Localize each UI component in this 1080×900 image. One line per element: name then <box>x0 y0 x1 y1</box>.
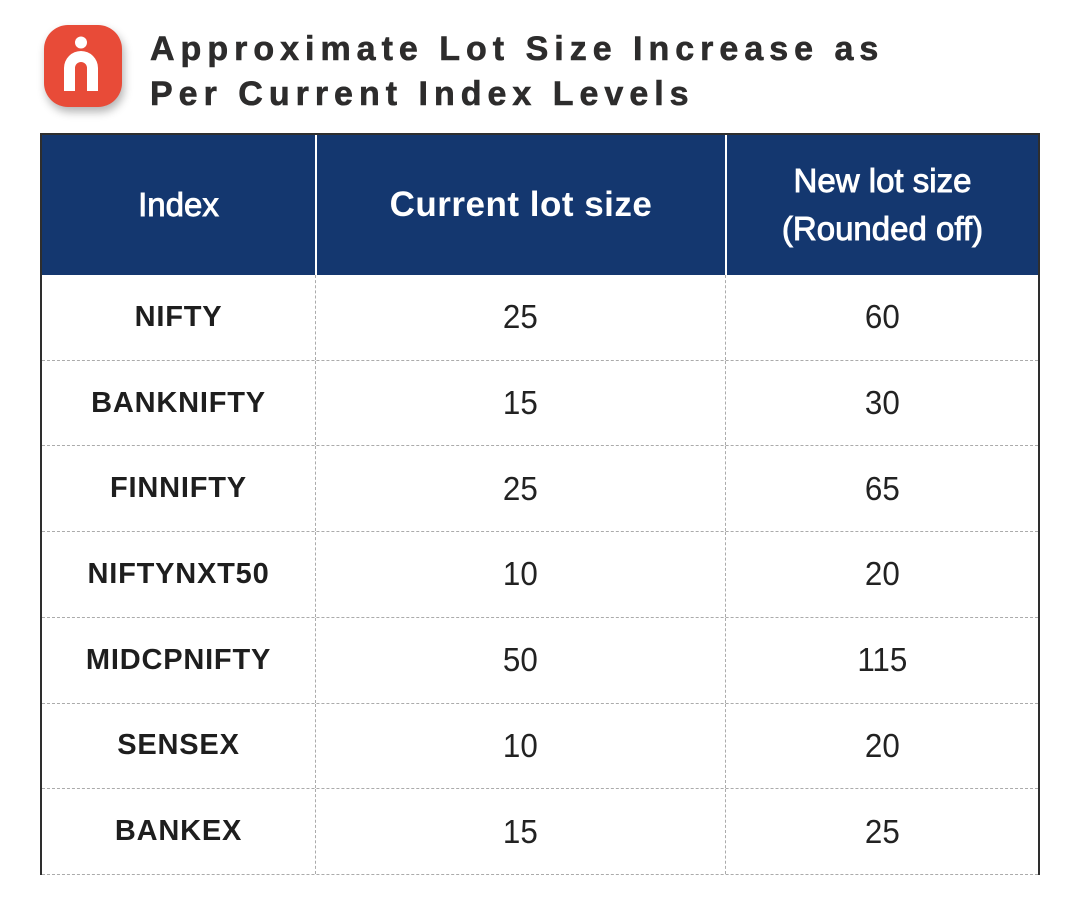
current-lot-cell: 25 <box>503 469 538 507</box>
table-row: NIFTYNXT50 10 20 <box>42 532 1038 618</box>
current-lot-cell: 50 <box>503 641 538 679</box>
table-row: SENSEX 10 20 <box>42 703 1038 790</box>
index-cell: FINNIFTY <box>110 472 247 505</box>
table-header-row: Index Current lot size New lot size (Rou… <box>42 135 1038 275</box>
table-row: NIFTY 25 60 <box>42 275 1038 361</box>
index-cell: SENSEX <box>117 729 240 762</box>
header-cell-current-lot-size: Current lot size <box>315 135 725 275</box>
new-lot-cell: 115 <box>857 641 907 679</box>
index-cell: BANKNIFTY <box>91 386 266 419</box>
table-row: MIDCPNIFTY 50 115 <box>42 617 1038 704</box>
page-header: Approximate Lot Size Increase as Per Cur… <box>0 0 1080 119</box>
new-lot-cell: 20 <box>864 555 900 593</box>
n-with-dot-icon <box>64 36 98 91</box>
current-lot-cell: 25 <box>503 298 538 336</box>
table-row: BANKEX 15 25 <box>42 789 1038 875</box>
header-cell-index: Index <box>138 186 220 224</box>
new-lot-cell: 60 <box>864 298 900 336</box>
index-cell: NIFTY <box>134 300 223 333</box>
current-lot-cell: 15 <box>503 384 538 422</box>
new-lot-cell: 25 <box>864 812 900 850</box>
new-lot-cell: 30 <box>864 384 900 422</box>
current-lot-cell: 10 <box>503 726 538 764</box>
indmoney-logo <box>44 25 122 107</box>
page-title: Approximate Lot Size Increase as Per Cur… <box>150 22 884 117</box>
current-lot-cell: 10 <box>503 555 538 593</box>
table-row: FINNIFTY 25 65 <box>42 446 1038 533</box>
page-title-line1: Approximate Lot Size Increase as <box>150 30 885 69</box>
current-lot-cell: 15 <box>503 812 538 850</box>
header-cell-new-lot-size: New lot size (Rounded off) <box>725 135 1038 275</box>
table-row: BANKNIFTY 15 30 <box>42 360 1038 447</box>
lot-size-table: Index Current lot size New lot size (Rou… <box>40 133 1040 875</box>
header-cell-new-lot-size-line1: New lot size <box>793 162 972 200</box>
index-cell: NIFTYNXT50 <box>87 557 270 590</box>
index-cell: BANKEX <box>114 815 243 848</box>
header-cell-new-lot-size-line2: (Rounded off) <box>781 210 984 248</box>
index-cell: MIDCPNIFTY <box>85 643 272 676</box>
new-lot-cell: 20 <box>864 726 900 764</box>
new-lot-cell: 65 <box>864 469 900 507</box>
page-title-line2: Per Current Index Levels <box>150 75 695 114</box>
